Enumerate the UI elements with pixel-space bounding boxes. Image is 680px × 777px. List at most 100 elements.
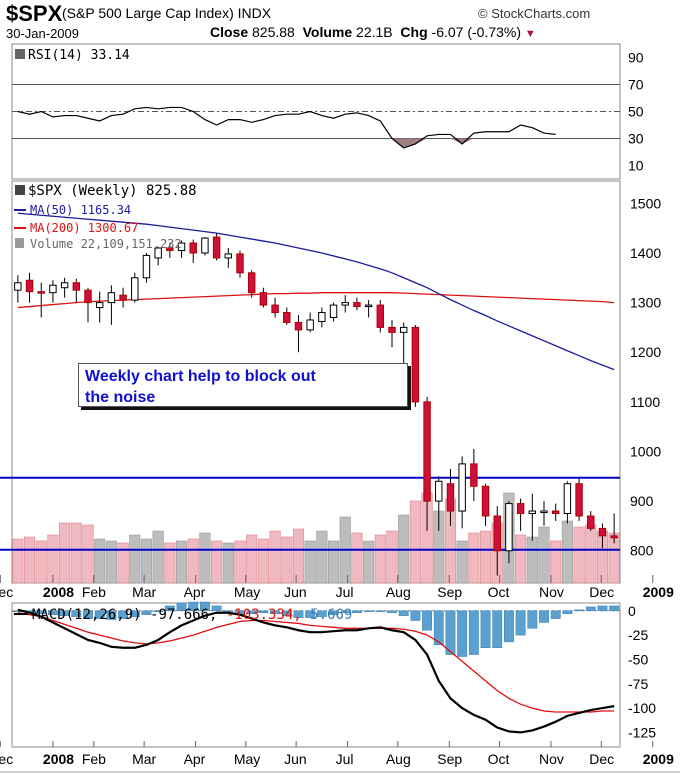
chg-down-arrow-icon: ▼	[524, 28, 536, 40]
macd-histogram-bar	[492, 610, 503, 649]
macd-histogram-bar	[83, 610, 93, 619]
volume-bar	[468, 532, 480, 584]
macd-line	[17, 608, 615, 734]
macd-histogram-bar	[258, 610, 269, 613]
candle-body	[423, 401, 431, 502]
candle-body	[119, 294, 127, 301]
rsi-tick-label: 90	[628, 50, 644, 66]
macd-histogram-bar	[480, 610, 491, 649]
volume-bar	[129, 534, 141, 584]
ma200-line	[17, 292, 615, 309]
candle-body	[84, 289, 92, 304]
macd-tick-label: -50	[628, 651, 648, 667]
x-tick-label: Mar	[132, 584, 156, 600]
x-tick-label: Aug	[386, 584, 411, 600]
price-tick-label: 1300	[630, 295, 661, 311]
price-legend-label: MA(200) 1300.67	[30, 221, 138, 235]
volume-bar	[12, 538, 24, 584]
macd-x-tick-label: Dec	[0, 751, 13, 767]
rsi-line	[17, 106, 556, 149]
site-credit: © StockCharts.com	[478, 6, 591, 21]
price-tick-label: 800	[630, 543, 654, 559]
macd-histogram-bar	[433, 610, 444, 646]
x-tick-label: Oct	[488, 584, 510, 600]
macd-histogram-bar	[59, 610, 70, 616]
candle-body	[212, 236, 221, 259]
macd-tick-label: -100	[628, 700, 656, 716]
macd-histogram-bar	[387, 610, 397, 613]
panel-frame-2	[11, 602, 621, 748]
price-tick-label: 1100	[630, 394, 660, 410]
volume-bar	[222, 542, 234, 584]
macd-histogram-bar	[281, 610, 292, 616]
volume-bar	[211, 540, 223, 584]
candle-body	[516, 503, 525, 515]
macd-histogram-bar	[468, 610, 479, 655]
candle-body	[177, 242, 186, 251]
macd-histogram-bar	[188, 601, 199, 612]
macd-histogram-bar	[36, 610, 47, 614]
macd-histogram-bar	[246, 610, 257, 614]
volume-bar	[456, 540, 468, 584]
candle-body	[598, 527, 607, 537]
macd-histogram-bar	[363, 610, 374, 613]
macd-histogram-bar	[351, 610, 362, 613]
macd-histogram-bar	[106, 610, 117, 620]
candle-body	[95, 302, 104, 309]
volume-bar	[292, 528, 305, 584]
price-tick-label: 1200	[630, 344, 661, 360]
volume-label: Volume	[302, 24, 353, 40]
candle-body	[49, 284, 57, 294]
x-tick-label: Jul	[336, 584, 354, 600]
candle-body	[399, 326, 408, 333]
macd-tick-label: -75	[628, 676, 648, 692]
macd-tick-label: -125	[628, 724, 656, 740]
macd-histogram-bar	[539, 610, 549, 623]
rsi-legend-label: RSI(14) 33.14	[28, 48, 130, 63]
candle-body	[271, 304, 279, 314]
volume-bar	[70, 522, 82, 584]
panel-frame-1	[11, 180, 621, 584]
macd-histogram-bar	[597, 605, 608, 612]
volume-bar	[117, 542, 129, 584]
volume-bar	[94, 538, 106, 584]
price-legend-icon	[15, 185, 25, 195]
candle-body	[131, 277, 139, 301]
price-tick-label: 1400	[630, 245, 661, 261]
volume-bar	[526, 536, 538, 584]
volume-bar	[257, 538, 269, 584]
annotation-line-2: the noise	[85, 389, 156, 406]
candle-body	[528, 510, 537, 515]
macd-histogram-bar	[422, 610, 433, 631]
candle-body	[493, 515, 501, 552]
candle-body	[435, 480, 443, 502]
candle-body	[481, 485, 490, 517]
rsi-oversold-fill	[17, 138, 556, 148]
volume-bar	[585, 524, 597, 584]
candle-body	[575, 483, 583, 517]
macd-x-tick-label: Jul	[336, 751, 354, 767]
rsi-tick-label: 10	[628, 158, 644, 174]
close-value: 825.88	[252, 24, 295, 40]
macd-x-tick-label: Feb	[82, 751, 106, 767]
volume-bar	[281, 536, 293, 584]
candle-body	[259, 292, 268, 306]
volume-bar	[23, 536, 36, 584]
macd-histogram-bar	[164, 605, 175, 612]
candle-body	[189, 242, 197, 254]
price-legend-label: $SPX (Weekly) 825.88	[28, 183, 197, 199]
macd-x-tick-label: Nov	[539, 751, 564, 767]
macd-signal-line	[17, 612, 615, 713]
price-tick-label: 1500	[630, 195, 661, 211]
x-tick-label: May	[234, 584, 260, 600]
macd-histogram-bar	[550, 610, 561, 619]
macd-histogram-bar	[94, 610, 105, 619]
macd-x-tick-label: May	[234, 751, 260, 767]
x-tick-label: Dec	[589, 584, 614, 600]
x-tick-label: Nov	[539, 584, 564, 600]
macd-tick-label: -25	[628, 627, 648, 643]
candle-body	[224, 253, 233, 259]
macd-histogram-bar	[340, 610, 351, 613]
symbol-label: $SPX	[6, 1, 63, 26]
